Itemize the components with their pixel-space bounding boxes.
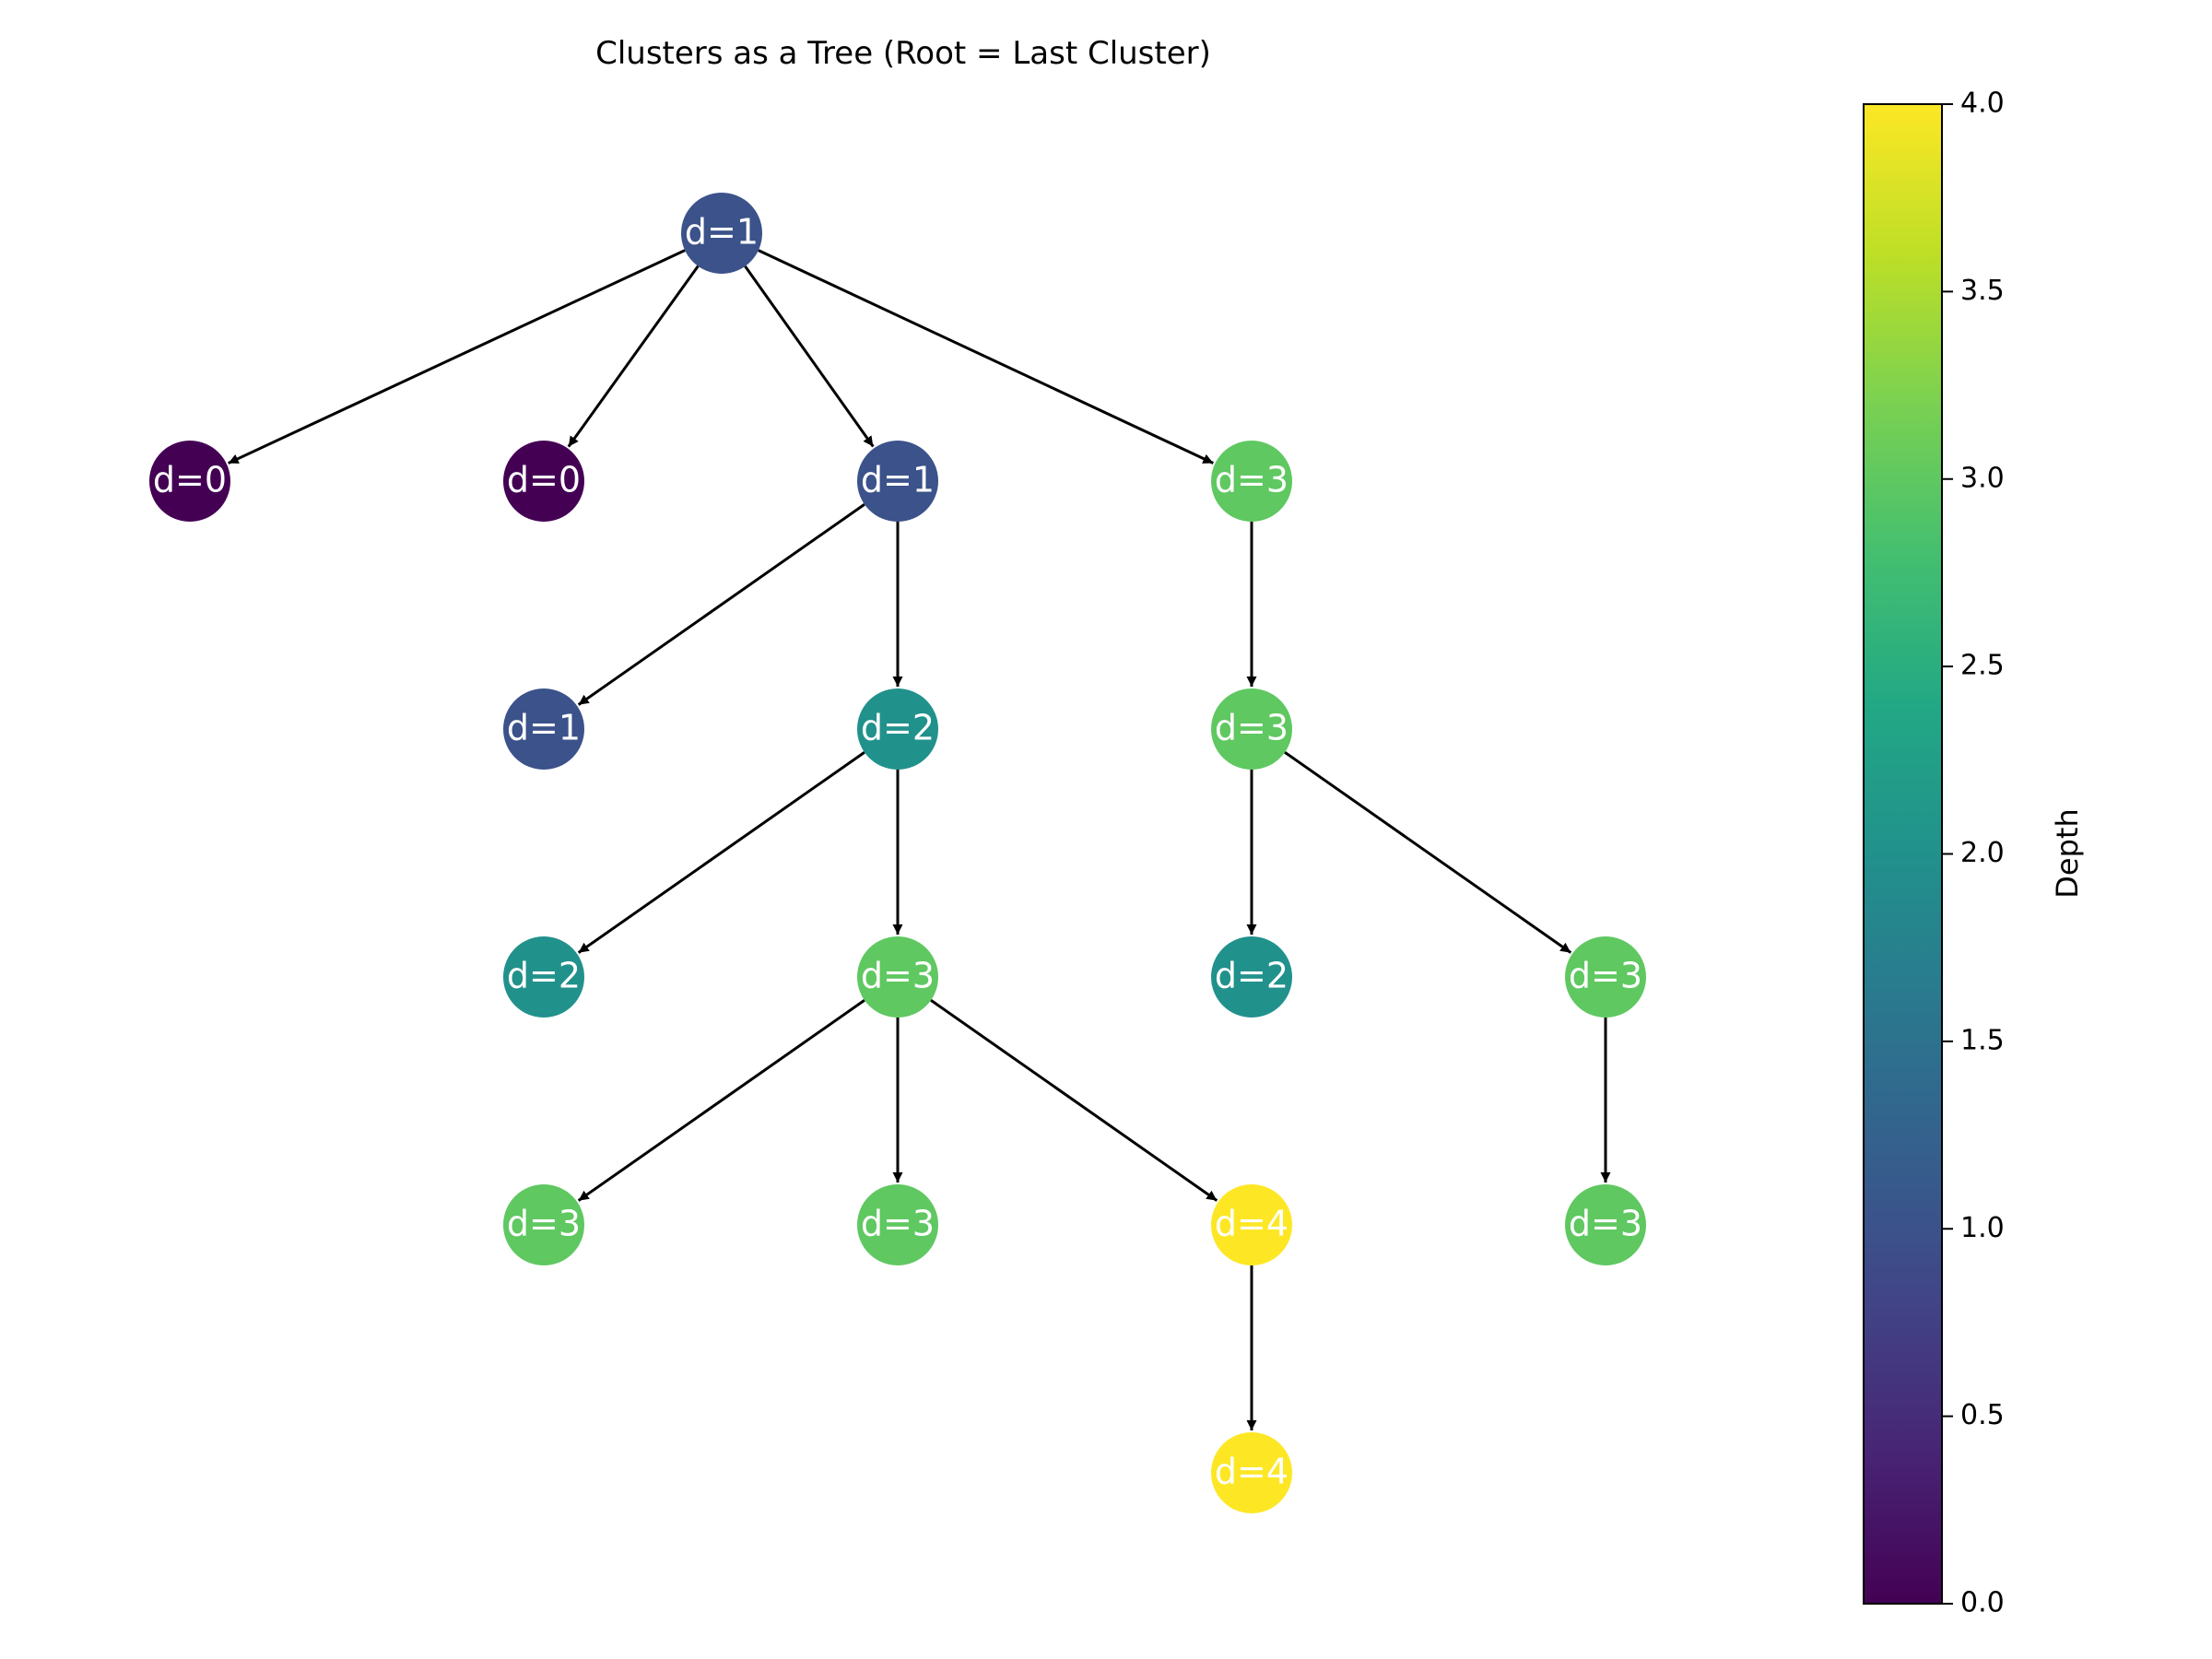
colorbar-tick-label: 3.0 [1960,462,2005,494]
edge-n9-n12 [577,999,865,1202]
edge-n0-n4 [758,249,1214,465]
tree-node: d=3 [1211,441,1292,522]
node-circle [503,936,584,1018]
colorbar-tick-label: 0.0 [1960,1587,2005,1619]
tree-node: d=4 [1211,1432,1292,1513]
node-label: d=3 [1569,956,1642,996]
node-label: d=2 [861,708,935,748]
edge-n0-n3 [744,265,875,448]
nodes-layer: d=1 d=0 d=0 d=1 d=3 d=1 d=2 d=3 d=2 d=3 d=2 d=3 d=3 d… [149,193,1646,1513]
depth-colorbar: 0.0 0.5 1.0 1.5 2.0 2.5 3.0 3.5 4.0 Depth [1863,88,2085,1619]
node-label: d=1 [861,460,935,500]
tree-node: d=4 [1211,1184,1292,1265]
tree-node: d=3 [857,936,938,1018]
tree-node: d=3 [1211,688,1292,770]
node-circle [1211,688,1292,770]
tree-node: d=2 [503,936,584,1018]
edge-n3-n5 [577,503,865,706]
node-label: d=1 [507,708,581,748]
node-label: d=3 [1569,1204,1642,1244]
colorbar-tick-label: 0.5 [1960,1399,2005,1431]
node-circle [1565,936,1646,1018]
node-circle [1565,1184,1646,1265]
tree-node: d=1 [503,688,584,770]
tree-node: d=2 [1211,936,1292,1018]
node-label: d=3 [507,1204,581,1244]
tree-node: d=2 [857,688,938,770]
colorbar-label: Depth [2050,808,2085,898]
edge-n6-n8 [577,751,865,954]
colorbar-gradient [1863,103,1943,1605]
node-label: d=2 [1215,956,1288,996]
tree-node: d=0 [503,441,584,522]
edge-n9-n14 [930,999,1218,1202]
edges-layer [228,249,1611,1430]
node-circle [1211,1432,1292,1513]
node-label: d=4 [1215,1452,1288,1492]
node-circle [1211,936,1292,1018]
tree-node: d=3 [503,1184,584,1265]
node-circle [681,193,762,274]
node-label: d=2 [507,956,581,996]
node-circle [503,441,584,522]
colorbar-tick-label: 4.0 [1960,88,2005,120]
node-circle [857,441,938,522]
node-circle [503,688,584,770]
edge-n7-n11 [1284,751,1572,954]
node-label: d=0 [153,460,227,500]
node-circle [149,441,230,522]
colorbar-tick-label: 2.5 [1960,650,2005,682]
node-label: d=3 [861,1204,935,1244]
edge-n0-n1 [228,249,686,465]
tree-node: d=1 [857,441,938,522]
colorbar-tick-label: 2.0 [1960,837,2005,869]
tree-node: d=0 [149,441,230,522]
tree-node: d=3 [1565,1184,1646,1265]
diagram-title: Clusters as a Tree (Root = Last Cluster) [595,35,1211,72]
node-circle [503,1184,584,1265]
node-label: d=3 [1215,460,1288,500]
node-label: d=3 [861,956,935,996]
tree-node: d=1 [681,193,762,274]
node-circle [1211,1184,1292,1265]
tree-node: d=3 [1565,936,1646,1018]
node-label: d=3 [1215,708,1288,748]
node-label: d=0 [507,460,581,500]
node-circle [1211,441,1292,522]
node-circle [857,936,938,1018]
colorbar-ticks: 0.0 0.5 1.0 1.5 2.0 2.5 3.0 3.5 4.0 [1942,88,2005,1619]
node-label: d=4 [1215,1204,1288,1244]
colorbar-tick-label: 1.0 [1960,1212,2005,1244]
node-label: d=1 [685,212,759,253]
tree-node: d=3 [857,1184,938,1265]
colorbar-tick-label: 3.5 [1960,275,2005,307]
node-circle [857,688,938,770]
colorbar-tick-label: 1.5 [1960,1024,2005,1056]
node-circle [857,1184,938,1265]
edge-n0-n2 [567,265,700,448]
